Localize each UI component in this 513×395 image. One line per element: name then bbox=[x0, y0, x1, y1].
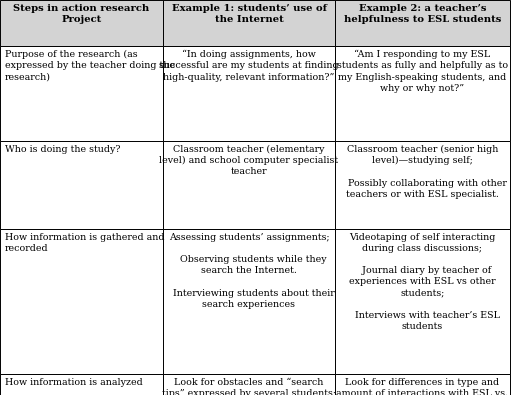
Text: Videotaping of self interacting
during class discussions;

   Journal diary by t: Videotaping of self interacting during c… bbox=[345, 233, 500, 331]
Bar bbox=[0, 229, 163, 374]
Bar bbox=[163, 141, 335, 229]
Text: Who is doing the study?: Who is doing the study? bbox=[5, 145, 121, 154]
Bar bbox=[335, 374, 510, 395]
Text: Example 2: a teacher’s
helpfulness to ESL students: Example 2: a teacher’s helpfulness to ES… bbox=[344, 4, 501, 24]
Bar bbox=[163, 374, 335, 395]
Bar bbox=[0, 374, 163, 395]
Text: “In doing assignments, how
successful are my students at finding
high-quality, r: “In doing assignments, how successful ar… bbox=[159, 50, 339, 81]
Text: How information is analyzed: How information is analyzed bbox=[5, 378, 143, 387]
Text: Classroom teacher (elementary
level) and school computer specialist
teacher: Classroom teacher (elementary level) and… bbox=[160, 145, 339, 177]
Bar bbox=[163, 0, 335, 46]
Bar bbox=[163, 229, 335, 374]
Bar bbox=[335, 46, 510, 141]
Bar bbox=[0, 0, 163, 46]
Text: Purpose of the research (as
expressed by the teacher doing the
research): Purpose of the research (as expressed by… bbox=[5, 50, 175, 81]
Bar bbox=[163, 46, 335, 141]
Text: Classroom teacher (senior high
level)—studying self;

   Possibly collaborating : Classroom teacher (senior high level)—st… bbox=[339, 145, 506, 199]
Bar bbox=[335, 0, 510, 46]
Text: Steps in action research
Project: Steps in action research Project bbox=[13, 4, 150, 24]
Bar bbox=[0, 46, 163, 141]
Bar bbox=[335, 141, 510, 229]
Bar bbox=[0, 141, 163, 229]
Text: Look for obstacles and “search
tips” expressed by several students;: Look for obstacles and “search tips” exp… bbox=[162, 378, 336, 395]
Text: How information is gathered and
recorded: How information is gathered and recorded bbox=[5, 233, 165, 253]
Text: Look for differences in type and
amount of interactions with ESL vs.: Look for differences in type and amount … bbox=[337, 378, 508, 395]
Text: “Am I responding to my ESL
students as fully and helpfully as to
my English-spea: “Am I responding to my ESL students as f… bbox=[337, 50, 508, 93]
Text: Example 1: students’ use of
the Internet: Example 1: students’ use of the Internet bbox=[171, 4, 326, 24]
Text: Assessing students’ assignments;

   Observing students while they
search the In: Assessing students’ assignments; Observi… bbox=[164, 233, 334, 308]
Bar bbox=[335, 229, 510, 374]
